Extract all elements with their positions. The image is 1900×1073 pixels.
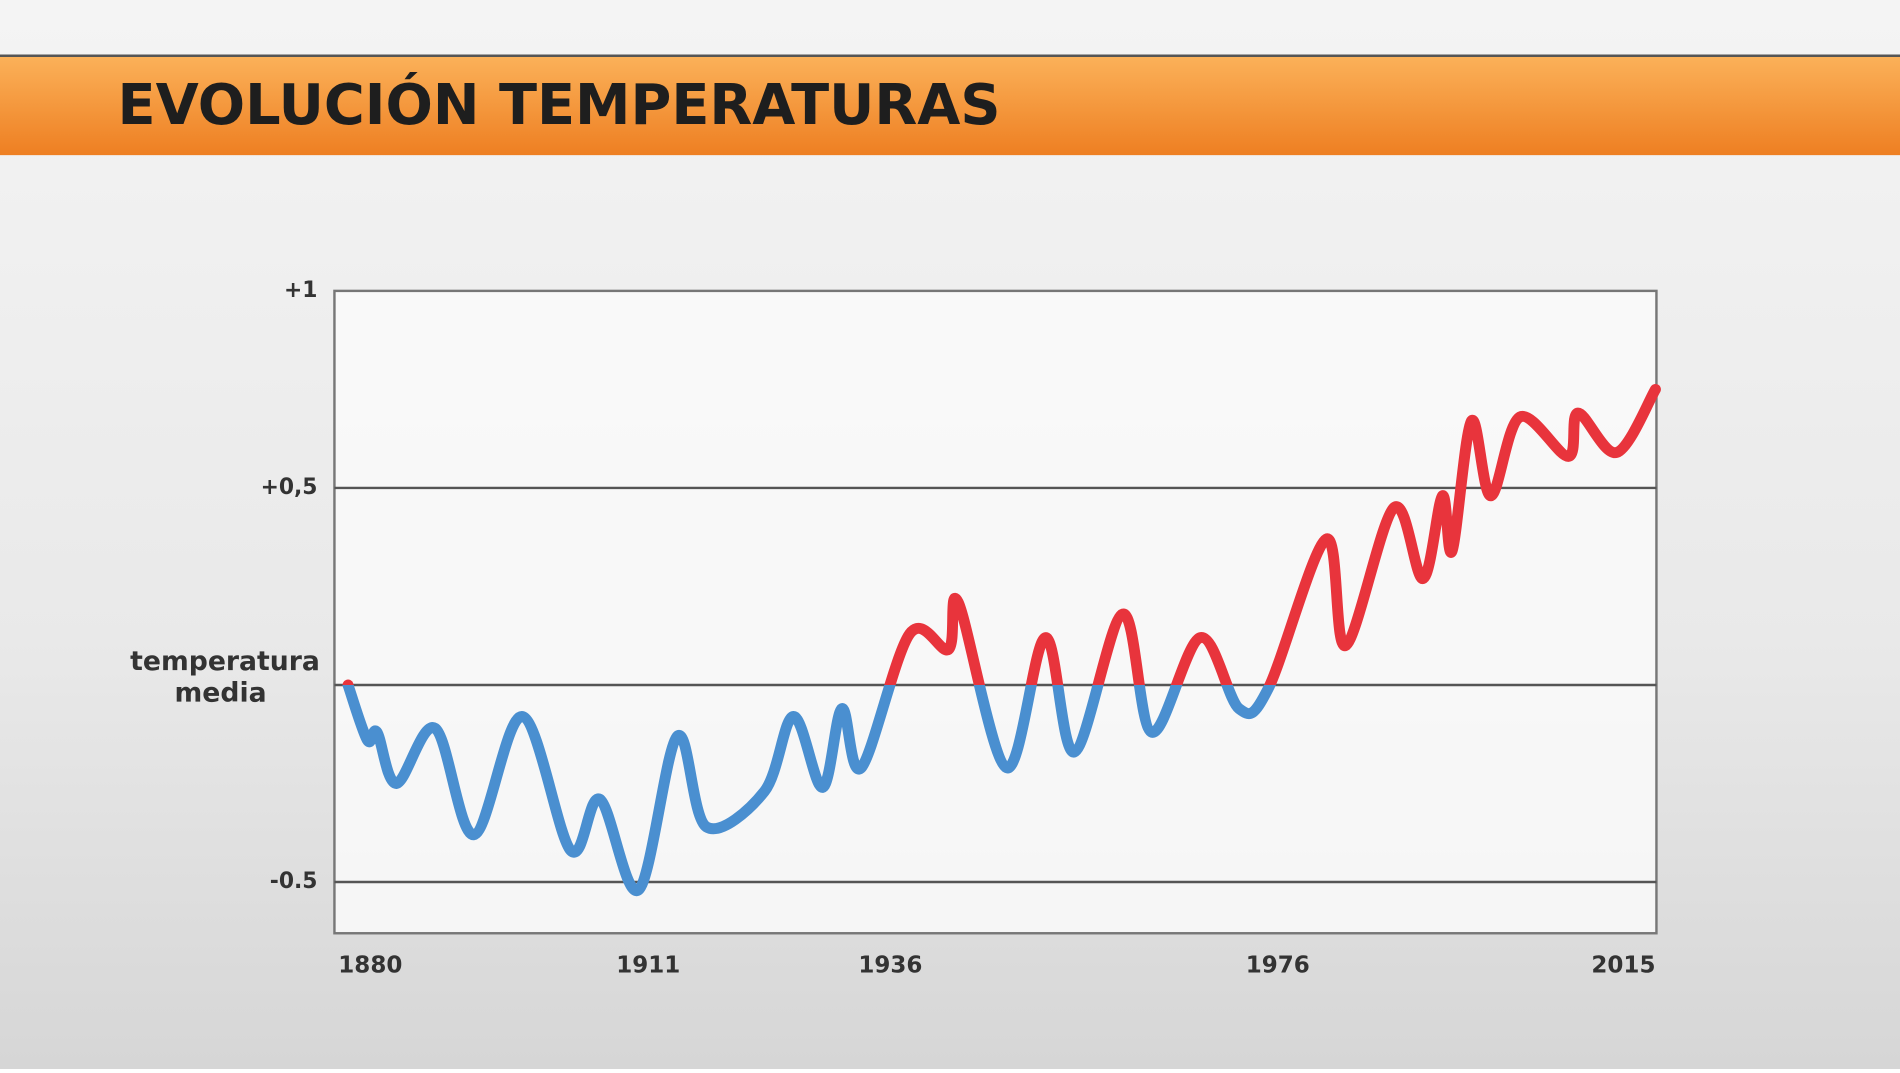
plot-area (333, 289, 1658, 935)
y-tick-label: +0,5 (261, 475, 318, 500)
x-tick-label: 1911 (616, 952, 680, 978)
chart-title: EVOLUCIÓN TEMPERATURAS (118, 73, 1001, 138)
x-tick-label: 1976 (1246, 952, 1310, 978)
header-bar (0, 54, 1900, 156)
y-tick-label: -0.5 (270, 869, 318, 894)
x-tick-label: 1880 (338, 952, 402, 978)
y-tick-label: +1 (284, 278, 317, 303)
line-below (342, 684, 1276, 896)
y-tick-label: temperatura media (130, 645, 320, 708)
x-tick-label: 2015 (1591, 952, 1655, 978)
line-above (342, 383, 1661, 685)
x-tick-label: 1936 (858, 952, 922, 978)
